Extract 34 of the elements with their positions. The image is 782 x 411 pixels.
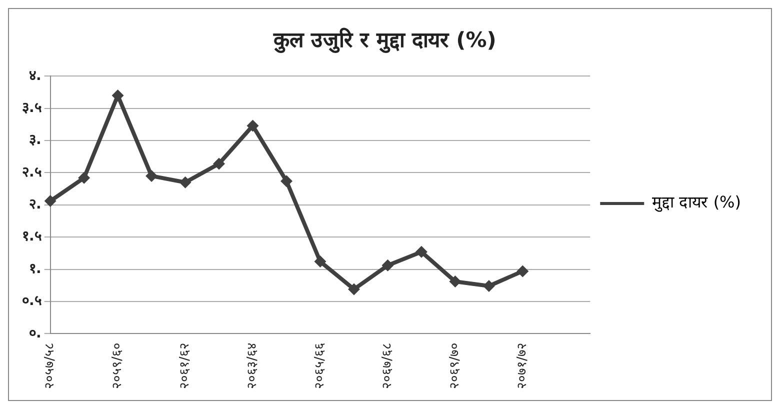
point <box>382 259 394 272</box>
x-tick-label: २०७१/७२ <box>515 342 530 390</box>
point <box>516 265 529 278</box>
x-tick-label: २०६५/६६ <box>312 342 328 390</box>
point <box>314 256 326 268</box>
point <box>246 120 259 132</box>
x-tick-label: २०५९/६० <box>110 342 126 390</box>
point <box>112 90 124 102</box>
point <box>179 176 192 188</box>
x-tick-label: २०६९/७० <box>448 342 463 390</box>
y-tick-label: २. <box>28 196 42 213</box>
point <box>449 275 462 288</box>
y-tick-label: ३. <box>28 132 42 148</box>
y-tick-label: १.५ <box>22 228 42 245</box>
point <box>348 283 360 296</box>
chart-title: कुल उजुरि र मुद्दा दायर (%) <box>272 27 496 54</box>
y-tick-label: ४. <box>28 68 42 84</box>
x-tick-label: २०६३/६४ <box>245 342 260 390</box>
point <box>213 158 226 170</box>
point <box>146 170 158 182</box>
x-tick-label: २०६७/६८ <box>380 342 396 390</box>
x-tick-label: २०६१/६२ <box>178 342 193 390</box>
point <box>415 246 428 258</box>
y-tick-label: ३.५ <box>22 100 42 116</box>
point <box>44 195 56 208</box>
y-tick-label: ०.५ <box>22 293 42 310</box>
y-tick-label: ०. <box>28 325 42 342</box>
y-tick-label: २.५ <box>22 164 42 180</box>
x-tick-label: २०५७/५८ <box>42 342 58 390</box>
point <box>280 175 292 188</box>
legend-label: मुद्दा दायर (%) <box>652 192 741 213</box>
point <box>482 280 495 292</box>
y-tick-label: १. <box>28 260 42 277</box>
point <box>78 172 90 184</box>
